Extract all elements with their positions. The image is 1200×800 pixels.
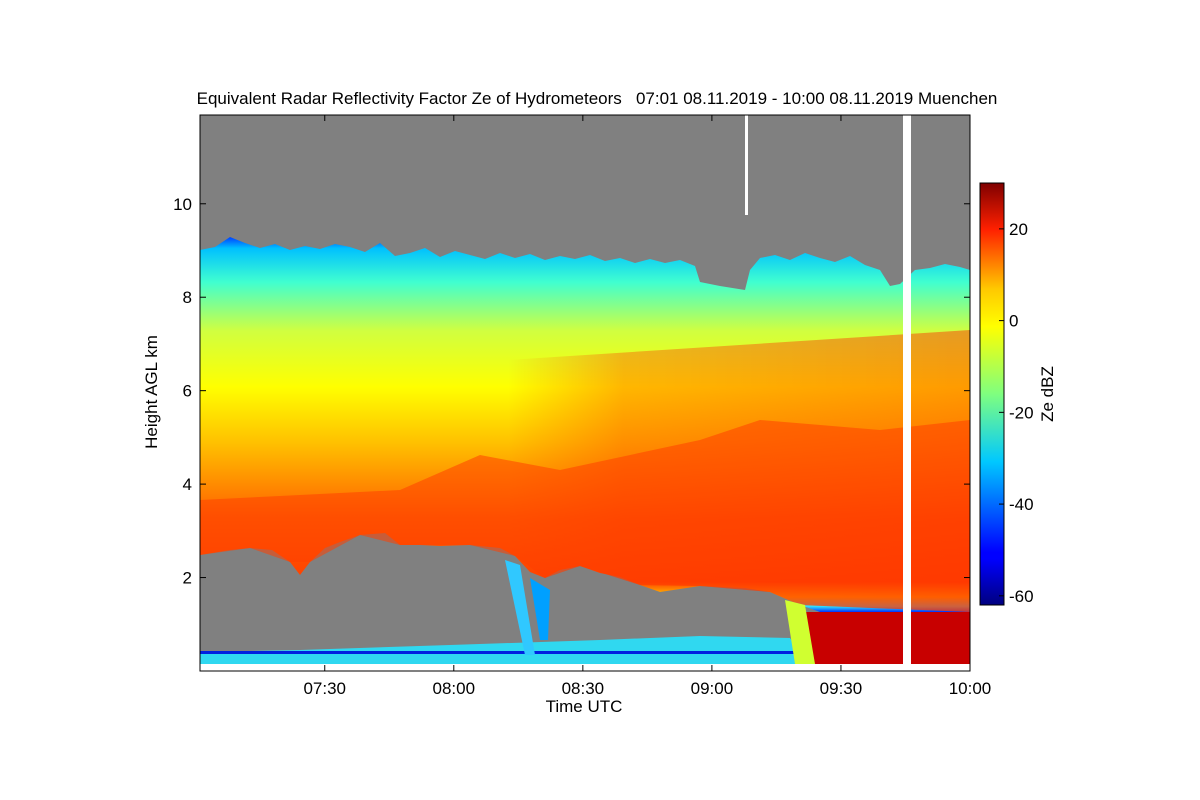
colorbar [979,182,1005,606]
y-tick-label-2: 6 [183,382,192,401]
x-tick-label-5: 10:00 [949,679,992,698]
plot-frame [199,114,971,672]
x-tick-label-0: 07:30 [303,679,346,698]
fallstreak-right [530,578,550,640]
x-axis: 07:30 08:00 08:30 09:00 09:30 10:00 [303,115,991,698]
x-axis-label: Time UTC [546,697,623,716]
y-axis: 2 4 6 8 10 [173,195,970,588]
y-tick-label-0: 2 [183,569,192,588]
colorbar-tick-label-0: -60 [1009,587,1034,606]
x-tick-label-4: 09:30 [820,679,863,698]
surface-blank [200,664,970,671]
melting-layer-core [200,420,970,612]
colorbar-tick-label-4: 20 [1009,220,1028,239]
rain-transition [785,600,815,664]
fallstreak-left [505,560,535,655]
x-tick-label-1: 08:00 [433,679,476,698]
colorbar-tick-label-1: -40 [1009,495,1034,514]
colorbar-tick-label-3: 0 [1009,312,1018,331]
surface-clutter-line [200,651,805,654]
colorbar-label: Ze dBZ [1038,366,1057,422]
y-tick-label-3: 8 [183,288,192,307]
x-tick-label-3: 09:00 [691,679,734,698]
rain-near-surface [805,612,970,667]
colorbar-tick-label-2: -20 [1009,403,1034,422]
colorbar-ticks: -60 -40 -20 0 20 [999,220,1034,606]
plot-area [200,115,970,671]
x-tick-label-2: 08:30 [562,679,605,698]
surface-layer [200,636,805,664]
data-gap-right [903,115,911,671]
y-tick-label-4: 10 [173,195,192,214]
y-axis-label: Height AGL km [142,335,161,449]
chart-title: Equivalent Radar Reflectivity Factor Ze … [197,89,998,108]
data-gap-mid [745,115,748,215]
y-tick-label-1: 4 [183,475,192,494]
